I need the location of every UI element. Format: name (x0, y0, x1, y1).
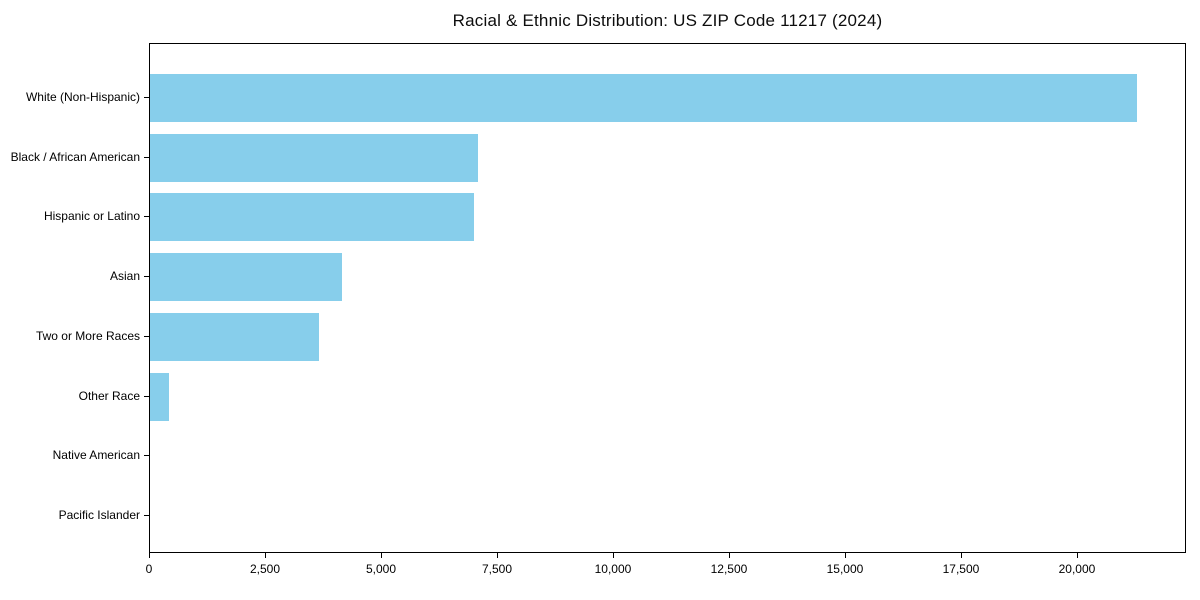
y-axis-label-other-race: Other Race (78, 388, 140, 403)
bar-black-african-american (150, 133, 479, 182)
x-tick (496, 553, 498, 558)
bar-other-race (150, 372, 170, 421)
bar-white-non-hispanic (150, 74, 1138, 122)
x-tick-label: 12,500 (710, 562, 748, 576)
x-tick-label: 0 (145, 562, 153, 576)
x-tick (380, 553, 382, 558)
y-tick (144, 156, 149, 158)
y-tick (144, 216, 149, 218)
x-tick-label: 10,000 (594, 562, 632, 576)
x-tick-label: 17,500 (942, 562, 980, 576)
y-axis-label-two-or-more-races: Two or More Races (35, 328, 140, 343)
y-axis-label-black-african-american: Black / African American (10, 149, 140, 164)
y-axis-label-native-american: Native American (52, 448, 140, 463)
y-tick (144, 395, 149, 397)
x-tick (612, 553, 614, 558)
x-tick-label: 15,000 (826, 562, 864, 576)
x-tick-label: 20,000 (1058, 562, 1096, 576)
x-tick (728, 553, 730, 558)
y-tick (144, 97, 149, 98)
y-axis-label-pacific-islander: Pacific Islander (58, 507, 140, 522)
chart-title: Racial & Ethnic Distribution: US ZIP Cod… (452, 11, 883, 30)
y-axis-label-asian: Asian (109, 269, 140, 284)
x-tick (149, 553, 150, 558)
bar-hispanic-or-latino (150, 193, 475, 242)
x-tick (1076, 553, 1078, 558)
x-tick (264, 553, 266, 558)
x-tick-label: 2,500 (249, 562, 280, 576)
bar-asian (150, 253, 342, 302)
y-tick (144, 335, 149, 337)
y-axis-label-white-non-hispanic: White (Non-Hispanic) (25, 90, 140, 104)
x-tick-label: 7,500 (481, 562, 512, 576)
y-tick (144, 455, 149, 457)
y-tick (144, 276, 149, 278)
x-tick (844, 553, 846, 558)
x-tick-label: 5,000 (365, 562, 396, 576)
bar-two-or-more-races (150, 312, 319, 361)
plot-area (149, 43, 1186, 553)
y-tick (144, 514, 149, 516)
y-axis-label-hispanic-or-latino: Hispanic or Latino (43, 209, 140, 224)
x-tick (960, 553, 962, 558)
